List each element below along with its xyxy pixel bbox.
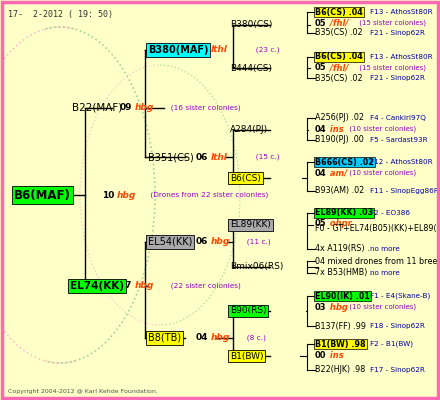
Text: (10 sister colonies): (10 sister colonies) [347, 304, 416, 310]
Text: 7x B53(HMB) .: 7x B53(HMB) . [315, 268, 372, 278]
Text: B666(CS) .02: B666(CS) .02 [315, 158, 374, 166]
Text: (15 sister colonies): (15 sister colonies) [357, 65, 426, 71]
Text: 4x A119(RS) .: 4x A119(RS) . [315, 244, 370, 254]
Text: (15 sister colonies): (15 sister colonies) [357, 20, 426, 26]
Text: (23 c.): (23 c.) [251, 47, 280, 53]
Text: B444(CS): B444(CS) [230, 64, 272, 72]
Text: hbg: hbg [210, 238, 230, 246]
Text: 17-  2-2012 ( 19: 50): 17- 2-2012 ( 19: 50) [8, 10, 113, 19]
Text: (16 sister colonies): (16 sister colonies) [165, 105, 240, 111]
Text: A284(PJ): A284(PJ) [230, 126, 268, 134]
Text: hbg: hbg [116, 190, 136, 200]
Text: F1 - E4(Skane-B): F1 - E4(Skane-B) [370, 293, 430, 299]
Text: B1(BW) .98: B1(BW) .98 [315, 340, 366, 348]
Text: B380(MAF): B380(MAF) [148, 45, 209, 55]
Text: B6(CS) .04: B6(CS) .04 [315, 8, 363, 16]
Text: lthl: lthl [210, 46, 227, 54]
Text: B6(CS): B6(CS) [230, 174, 261, 182]
Text: EL74(KK): EL74(KK) [70, 281, 124, 291]
Text: /fhl/: /fhl/ [327, 64, 348, 72]
Text: F21 - Sinop62R: F21 - Sinop62R [370, 75, 425, 81]
Text: 10: 10 [102, 190, 114, 200]
Text: (8 c.): (8 c.) [242, 335, 266, 341]
Text: A256(PJ) .02: A256(PJ) .02 [315, 114, 364, 122]
Text: F2 - EO386: F2 - EO386 [370, 210, 410, 216]
Text: /fhl/: /fhl/ [327, 18, 348, 28]
Text: 05: 05 [315, 18, 326, 28]
Text: B6(CS) .04: B6(CS) .04 [315, 52, 363, 62]
Text: F17 - Sinop62R: F17 - Sinop62R [370, 367, 425, 373]
Text: 00: 00 [315, 350, 326, 360]
Text: 06: 06 [196, 152, 209, 162]
Text: 04 mixed drones from 11 breeder colo: 04 mixed drones from 11 breeder colo [315, 256, 440, 266]
Text: B22(MAF): B22(MAF) [72, 103, 122, 113]
Text: B35(CS) .02: B35(CS) .02 [315, 28, 363, 38]
Text: ins: ins [327, 124, 344, 134]
Text: ins: ins [327, 350, 344, 360]
Text: lthl: lthl [210, 152, 227, 162]
Text: B35(CS) .02: B35(CS) .02 [315, 74, 363, 82]
Text: hbg: hbg [134, 104, 154, 112]
Text: Bmix06(RS): Bmix06(RS) [230, 262, 283, 272]
Text: B190(PJ) .00: B190(PJ) .00 [315, 136, 364, 144]
Text: F0 - GT+EL74(B05)(KK)+EL89(KK): F0 - GT+EL74(B05)(KK)+EL89(KK) [315, 224, 440, 232]
Text: 03: 03 [315, 302, 326, 312]
Text: (15 c.): (15 c.) [251, 154, 280, 160]
Text: F4 - Cankiri97Q: F4 - Cankiri97Q [370, 115, 426, 121]
Text: B90(RS): B90(RS) [230, 306, 267, 316]
Text: 05: 05 [315, 220, 326, 228]
Text: 08: 08 [196, 46, 209, 54]
Text: F13 - AthosSt80R: F13 - AthosSt80R [370, 54, 433, 60]
Text: 09: 09 [120, 104, 132, 112]
Text: EL54(KK): EL54(KK) [148, 237, 192, 247]
Text: no more: no more [370, 246, 400, 252]
Text: ohpr: ohpr [327, 220, 352, 228]
Text: Copyright 2004-2012 @ Karl Kehde Foundation.: Copyright 2004-2012 @ Karl Kehde Foundat… [8, 389, 158, 394]
Text: B351(CS): B351(CS) [148, 152, 194, 162]
Text: 05: 05 [315, 64, 326, 72]
Text: EL89(KK) .03: EL89(KK) .03 [315, 208, 373, 218]
Text: F13 - AthosSt80R: F13 - AthosSt80R [370, 9, 433, 15]
Text: am/: am/ [327, 168, 347, 178]
Text: F12 - AthosSt80R: F12 - AthosSt80R [370, 159, 433, 165]
Text: hbg: hbg [210, 334, 230, 342]
Text: B22(HJK) .98: B22(HJK) .98 [315, 366, 365, 374]
Text: 04: 04 [315, 168, 326, 178]
Text: (10 sister colonies): (10 sister colonies) [347, 170, 416, 176]
Text: F18 - Sinop62R: F18 - Sinop62R [370, 323, 425, 329]
Text: 04: 04 [315, 124, 326, 134]
Text: 04: 04 [196, 334, 209, 342]
Text: B380(CS): B380(CS) [230, 20, 272, 30]
Text: B137(FF) .99: B137(FF) .99 [315, 322, 366, 330]
Text: B1(BW): B1(BW) [230, 352, 264, 360]
Text: (22 sister colonies): (22 sister colonies) [165, 283, 240, 289]
Text: (Drones from 22 sister colonies): (Drones from 22 sister colonies) [147, 192, 268, 198]
Text: (10 sister colonies): (10 sister colonies) [347, 126, 416, 132]
Text: EL89(KK): EL89(KK) [230, 220, 271, 230]
Text: EL90(IK) .01: EL90(IK) .01 [315, 292, 370, 300]
Text: B93(AM) .02: B93(AM) .02 [315, 186, 364, 196]
Text: B6(MAF): B6(MAF) [14, 188, 71, 202]
Text: hbg: hbg [134, 282, 154, 290]
Text: 07: 07 [120, 282, 132, 290]
Text: F11 - SinopEgg86R: F11 - SinopEgg86R [370, 188, 439, 194]
Text: F2 - B1(BW): F2 - B1(BW) [370, 341, 413, 347]
Text: B8(TB): B8(TB) [148, 333, 181, 343]
Text: hbg: hbg [327, 302, 348, 312]
Text: F21 - Sinop62R: F21 - Sinop62R [370, 30, 425, 36]
Text: (11 c.): (11 c.) [242, 239, 270, 245]
Text: 06: 06 [196, 238, 209, 246]
Text: F5 - Sardast93R: F5 - Sardast93R [370, 137, 428, 143]
Text: no more: no more [370, 270, 400, 276]
